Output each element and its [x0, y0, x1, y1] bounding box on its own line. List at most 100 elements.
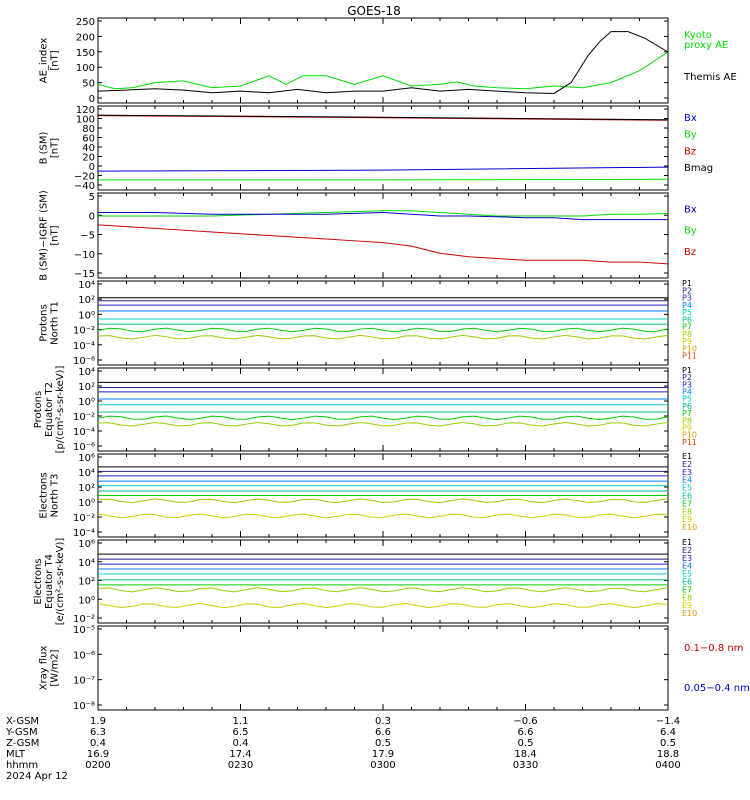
y-tick-label: 10⁴: [78, 558, 95, 569]
y-tick-label: 10⁰: [78, 310, 95, 321]
y-axis-label: [nT]: [50, 138, 61, 158]
y-tick-label: 10²: [78, 295, 95, 306]
x-row-value: 0.5: [660, 738, 676, 749]
data-line: [97, 31, 669, 94]
legend-label: E6: [682, 578, 692, 587]
data-line: [98, 178, 669, 181]
legend-label: P3: [682, 380, 692, 389]
data-line: [97, 114, 669, 121]
legend-label: P8: [682, 416, 692, 425]
y-tick-label: −5: [80, 231, 95, 242]
legend-label: Bz: [684, 247, 696, 258]
y-axis-label: Electrons: [33, 558, 44, 604]
y-tick-label: 10⁶: [78, 539, 95, 550]
date-label: 2024 Apr 12: [6, 771, 68, 782]
y-tick-label: 10²: [78, 577, 95, 588]
x-row-value: 0300: [370, 760, 395, 771]
legend-label: E9: [682, 601, 692, 610]
y-axis-label: B (SM): [39, 131, 50, 164]
x-row-value: 6.5: [233, 727, 249, 738]
legend-label: P8: [682, 330, 692, 339]
y-tick-label: 10⁻²: [73, 614, 95, 625]
data-line: [98, 210, 669, 217]
y-tick-label: 100: [76, 63, 95, 74]
y-tick-label: 10⁶: [78, 453, 95, 464]
legend-label: E3: [682, 468, 692, 477]
y-tick-label: 10⁰: [78, 498, 95, 509]
legend-label: E1: [682, 538, 692, 547]
legend-label: E9: [682, 515, 692, 524]
legend-label: E2: [682, 546, 692, 555]
x-row-value: 18.8: [657, 749, 679, 760]
legend-label: P9: [682, 423, 692, 432]
legend-label: P11: [682, 352, 697, 361]
legend-label: P4: [682, 301, 692, 310]
data-line: [97, 334, 669, 340]
x-row-value: 6.6: [518, 727, 534, 738]
y-tick-label: 10⁻⁶: [73, 356, 95, 367]
y-axis-label: AE_index: [39, 38, 50, 84]
y-tick-label: 10⁰: [78, 397, 95, 408]
y-tick-label: 10²: [78, 382, 95, 393]
y-tick-label: 40: [82, 143, 95, 154]
y-tick-label: 100: [76, 115, 95, 126]
y-tick-label: 10⁻⁸: [73, 701, 95, 712]
y-axis-label: [nT]: [50, 225, 61, 245]
y-tick-label: −40: [74, 181, 95, 192]
y-tick-label: 200: [76, 32, 95, 43]
x-row-value: 18.4: [514, 749, 536, 760]
panel-frame: [97, 367, 669, 452]
legend-label: P2: [682, 373, 692, 382]
y-axis-label: [nT]: [50, 50, 61, 70]
y-axis-label: [e/(cm²-s-sr-keV)]: [55, 538, 66, 626]
data-line: [98, 211, 668, 221]
legend-label: P11: [682, 438, 697, 447]
legend-label: P5: [682, 395, 692, 404]
x-row-label: MLT: [6, 749, 26, 760]
data-line: [97, 224, 669, 265]
y-axis-label: [W/m2]: [50, 649, 61, 686]
y-axis-label: Protons: [39, 304, 50, 341]
y-axis-label: [p/(cm²-s-sr-keV)]: [55, 366, 66, 454]
legend-label: E10: [682, 523, 697, 532]
y-tick-label: 120: [76, 105, 95, 116]
y-tick-label: −20: [74, 172, 95, 183]
x-row-value: 0.4: [90, 738, 106, 749]
legend-label: P5: [682, 308, 692, 317]
x-row-value: 6.6: [375, 727, 391, 738]
y-tick-label: 60: [82, 134, 95, 145]
x-row-label: X-GSM: [6, 716, 39, 727]
x-row-value: 0.5: [375, 738, 391, 749]
legend-label: E8: [682, 507, 692, 516]
legend-label: E2: [682, 460, 692, 469]
legend-label: Bmag: [684, 163, 713, 174]
y-tick-label: 10⁻⁴: [73, 427, 95, 438]
y-tick-label: 10⁰: [78, 595, 95, 606]
y-tick-label: 150: [76, 48, 95, 59]
legend-label: P7: [682, 323, 692, 332]
x-row-value: 0200: [85, 760, 110, 771]
legend-label: 0.05−0.4 nm: [684, 683, 750, 694]
y-tick-label: 10⁻²: [73, 513, 95, 524]
legend-label: Kyoto: [684, 30, 712, 41]
y-tick-label: 10⁴: [78, 468, 95, 479]
y-axis-label: Equator T2: [44, 382, 55, 437]
y-tick-label: 80: [82, 124, 95, 135]
y-axis-label: North T3: [50, 474, 61, 518]
legend-label: E7: [682, 499, 692, 508]
y-tick-label: 10⁻²: [73, 326, 95, 337]
y-tick-label: 10⁻⁴: [73, 528, 95, 539]
x-row-value: 6.4: [660, 727, 676, 738]
legend-label: E8: [682, 593, 692, 602]
panel-frame: [97, 539, 669, 624]
x-row-value: 6.3: [90, 727, 106, 738]
y-tick-label: −15: [74, 269, 95, 280]
y-tick-label: −10: [74, 250, 95, 261]
chart-title: GOES-18: [347, 4, 401, 18]
y-axis-label: Xray flux: [39, 646, 50, 691]
legend-label: P6: [682, 315, 692, 324]
legend-label: 0.1−0.8 nm: [684, 643, 743, 654]
legend-label: E4: [682, 476, 692, 485]
x-row-value: −1.4: [656, 716, 680, 727]
